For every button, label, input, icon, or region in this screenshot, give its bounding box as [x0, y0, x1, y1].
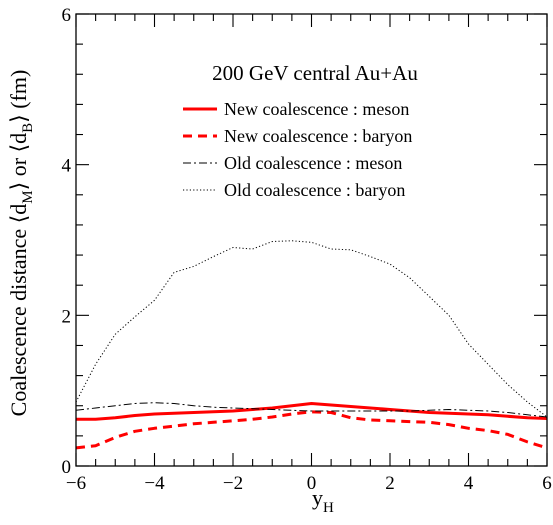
x-tick-label: −2: [223, 473, 243, 494]
plot-frame: [75, 13, 548, 467]
legend-label-4: Old coalescence : baryon: [224, 180, 405, 200]
x-tick-label: −6: [66, 473, 86, 494]
x-axis-label-main: y: [312, 485, 323, 510]
y-axis-label: Coalescence distance ⟨dM⟩ or ⟨dB⟩ (fm): [6, 70, 36, 417]
y-axis-label-pre: Coalescence distance ⟨d: [6, 204, 31, 417]
x-tick-label: 6: [542, 473, 552, 494]
x-tick-label: 4: [464, 473, 474, 494]
chart-annotation: 200 GeV central Au+Au: [212, 61, 418, 85]
x-tick-label: 2: [385, 473, 395, 494]
y-tick-label: 4: [62, 156, 72, 177]
x-tick-label: 0: [307, 473, 317, 494]
legend-label-2: New coalescence : baryon: [224, 126, 412, 146]
series-line-2: [75, 410, 548, 450]
y-tick-label: 0: [62, 457, 72, 478]
x-axis-label: yH: [312, 485, 334, 516]
legend: New coalescence : meson New coalescence :…: [183, 99, 412, 200]
x-tick-label: −4: [144, 473, 165, 494]
y-axis-label-sub-b: B: [20, 123, 36, 133]
y-axis-label-post: ⟩ (fm): [6, 70, 31, 123]
y-tick-label: 6: [62, 5, 72, 26]
lines-layer: [75, 240, 548, 450]
y-axis-label-mid: ⟩ or ⟨d: [6, 133, 31, 191]
series-line-3: [75, 402, 548, 418]
legend-label-1: New coalescence : meson: [224, 99, 409, 119]
series-line-1: [76, 402, 548, 421]
y-tick-label: 2: [62, 306, 72, 327]
ticks-layer: −6 −4 −2 0 2 4 6 0 2 4 6: [62, 5, 552, 494]
series-line-4: [75, 240, 548, 418]
x-axis-label-sub: H: [323, 500, 334, 516]
legend-label-3: Old coalescence : meson: [224, 153, 402, 173]
y-axis-label-sub-m: M: [20, 190, 36, 203]
